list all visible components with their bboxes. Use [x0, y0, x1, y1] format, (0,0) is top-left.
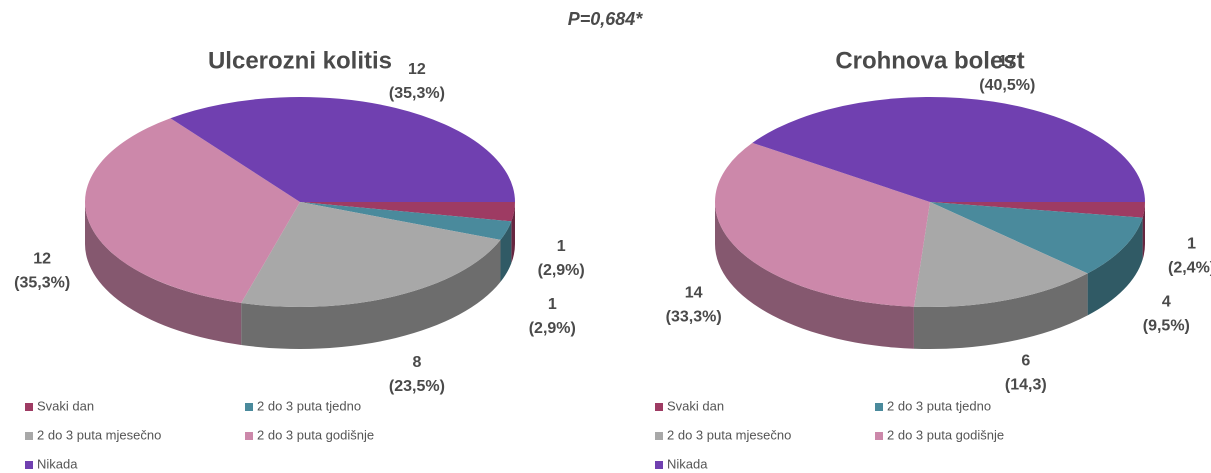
pie-side	[715, 202, 914, 349]
chart-title: Ulcerozni kolitis	[208, 47, 392, 74]
data-label: 8	[412, 354, 421, 371]
legend-swatch	[245, 403, 253, 411]
legend-label: 2 do 3 puta mjesečno	[667, 427, 791, 442]
pie-slice	[913, 202, 1088, 307]
legend-label: 2 do 3 puta mjesečno	[37, 427, 161, 442]
annotation: P=0,684*	[568, 9, 644, 29]
data-label: (14,3)	[1005, 376, 1047, 393]
data-label: 4	[1162, 293, 1171, 310]
data-label: 1	[548, 296, 557, 313]
legend-swatch	[875, 432, 883, 440]
data-label: 1	[557, 238, 566, 255]
data-label: (40,5%)	[979, 77, 1035, 94]
legend-swatch	[25, 403, 33, 411]
pie-slice	[241, 202, 501, 308]
chart-title: Crohnova bolest	[835, 47, 1024, 74]
legend-label: 2 do 3 puta tjedno	[887, 398, 991, 413]
legend-label: Svaki dan	[667, 398, 724, 413]
data-label: (2,9%)	[538, 262, 585, 279]
data-label: (9,5%)	[1143, 317, 1190, 334]
data-label: (2,9%)	[529, 320, 576, 337]
pie-side	[1142, 202, 1145, 260]
data-label: (23,5%)	[389, 378, 445, 395]
data-label: 12	[408, 61, 426, 78]
data-label: 12	[33, 250, 51, 267]
pie-slice	[300, 202, 515, 222]
pie-slice	[714, 142, 930, 307]
data-label: (33,3%)	[666, 308, 722, 325]
legend-label: 2 do 3 puta godišnje	[257, 427, 374, 442]
legend-swatch	[25, 461, 33, 469]
pie-slice	[930, 202, 1145, 218]
legend-swatch	[655, 432, 663, 440]
pie-side	[511, 202, 515, 264]
legend-swatch	[25, 432, 33, 440]
legend-label: Nikada	[667, 456, 708, 471]
data-label: (2,4%)	[1168, 259, 1211, 276]
data-label: 14	[685, 284, 703, 301]
legend-swatch	[655, 403, 663, 411]
pie-side	[500, 221, 512, 282]
pie-side	[1087, 217, 1143, 316]
pie-slice	[752, 96, 1145, 202]
pie-side	[241, 239, 501, 349]
legend-label: Svaki dan	[37, 398, 94, 413]
legend-swatch	[875, 403, 883, 411]
data-label: 17	[998, 53, 1016, 70]
legend-swatch	[245, 432, 253, 440]
pie-slice	[300, 202, 512, 240]
data-label: (35,3%)	[14, 274, 70, 291]
legend-label: 2 do 3 puta tjedno	[257, 398, 361, 413]
legend-label: 2 do 3 puta godišnje	[887, 427, 1004, 442]
data-label: 1	[1187, 235, 1196, 252]
pie-slice	[930, 202, 1143, 274]
legend-swatch	[655, 461, 663, 469]
pie-slice	[84, 118, 300, 303]
legend-label: Nikada	[37, 456, 78, 471]
pie-slice	[170, 97, 516, 202]
data-label: (35,3%)	[389, 85, 445, 102]
pie-side	[913, 273, 1088, 349]
data-label: 6	[1021, 352, 1030, 369]
pie-side	[85, 202, 242, 345]
